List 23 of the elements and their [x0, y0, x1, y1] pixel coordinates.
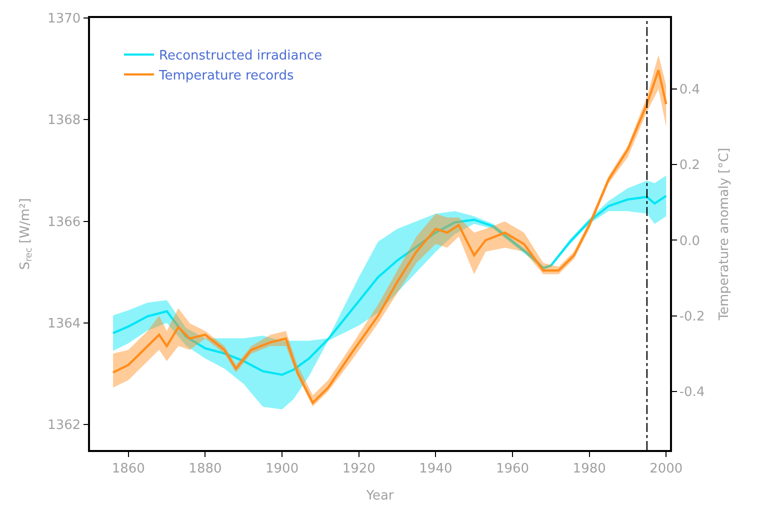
y2-tick-label: -0.4 [679, 384, 705, 400]
y-tick-label: 1370 [48, 12, 81, 27]
y2-tick-label: 0.0 [679, 234, 700, 249]
x-tick-label: 1940 [419, 461, 452, 476]
x-tick-label: 1920 [342, 461, 376, 476]
y2-tick-label: 0.4 [679, 82, 700, 98]
x-tick-label: 1880 [188, 461, 222, 476]
legend-label: Temperature records [158, 68, 294, 84]
y-tick-label: 1368 [48, 113, 81, 128]
x-tick-label: 1960 [496, 461, 530, 476]
y2-tick-label: -0.2 [679, 309, 705, 324]
y-tick-label: 1362 [48, 418, 81, 434]
line-series [112, 194, 668, 376]
y2-tick-label: 0.2 [679, 158, 700, 174]
y-tick-label: 1364 [48, 316, 81, 332]
x-tick-label: 2000 [650, 461, 683, 476]
x-axis-title: Year [365, 488, 394, 504]
x-tick-label: 1860 [112, 461, 145, 476]
y2-axis-title: Temperature anomaly [°C] [716, 148, 732, 322]
y-tick-label: 1366 [48, 214, 81, 230]
x-tick-label: 1900 [266, 461, 299, 476]
x-tick-label: 1980 [572, 461, 606, 476]
legend-label: Reconstructed irradiance [159, 48, 322, 64]
